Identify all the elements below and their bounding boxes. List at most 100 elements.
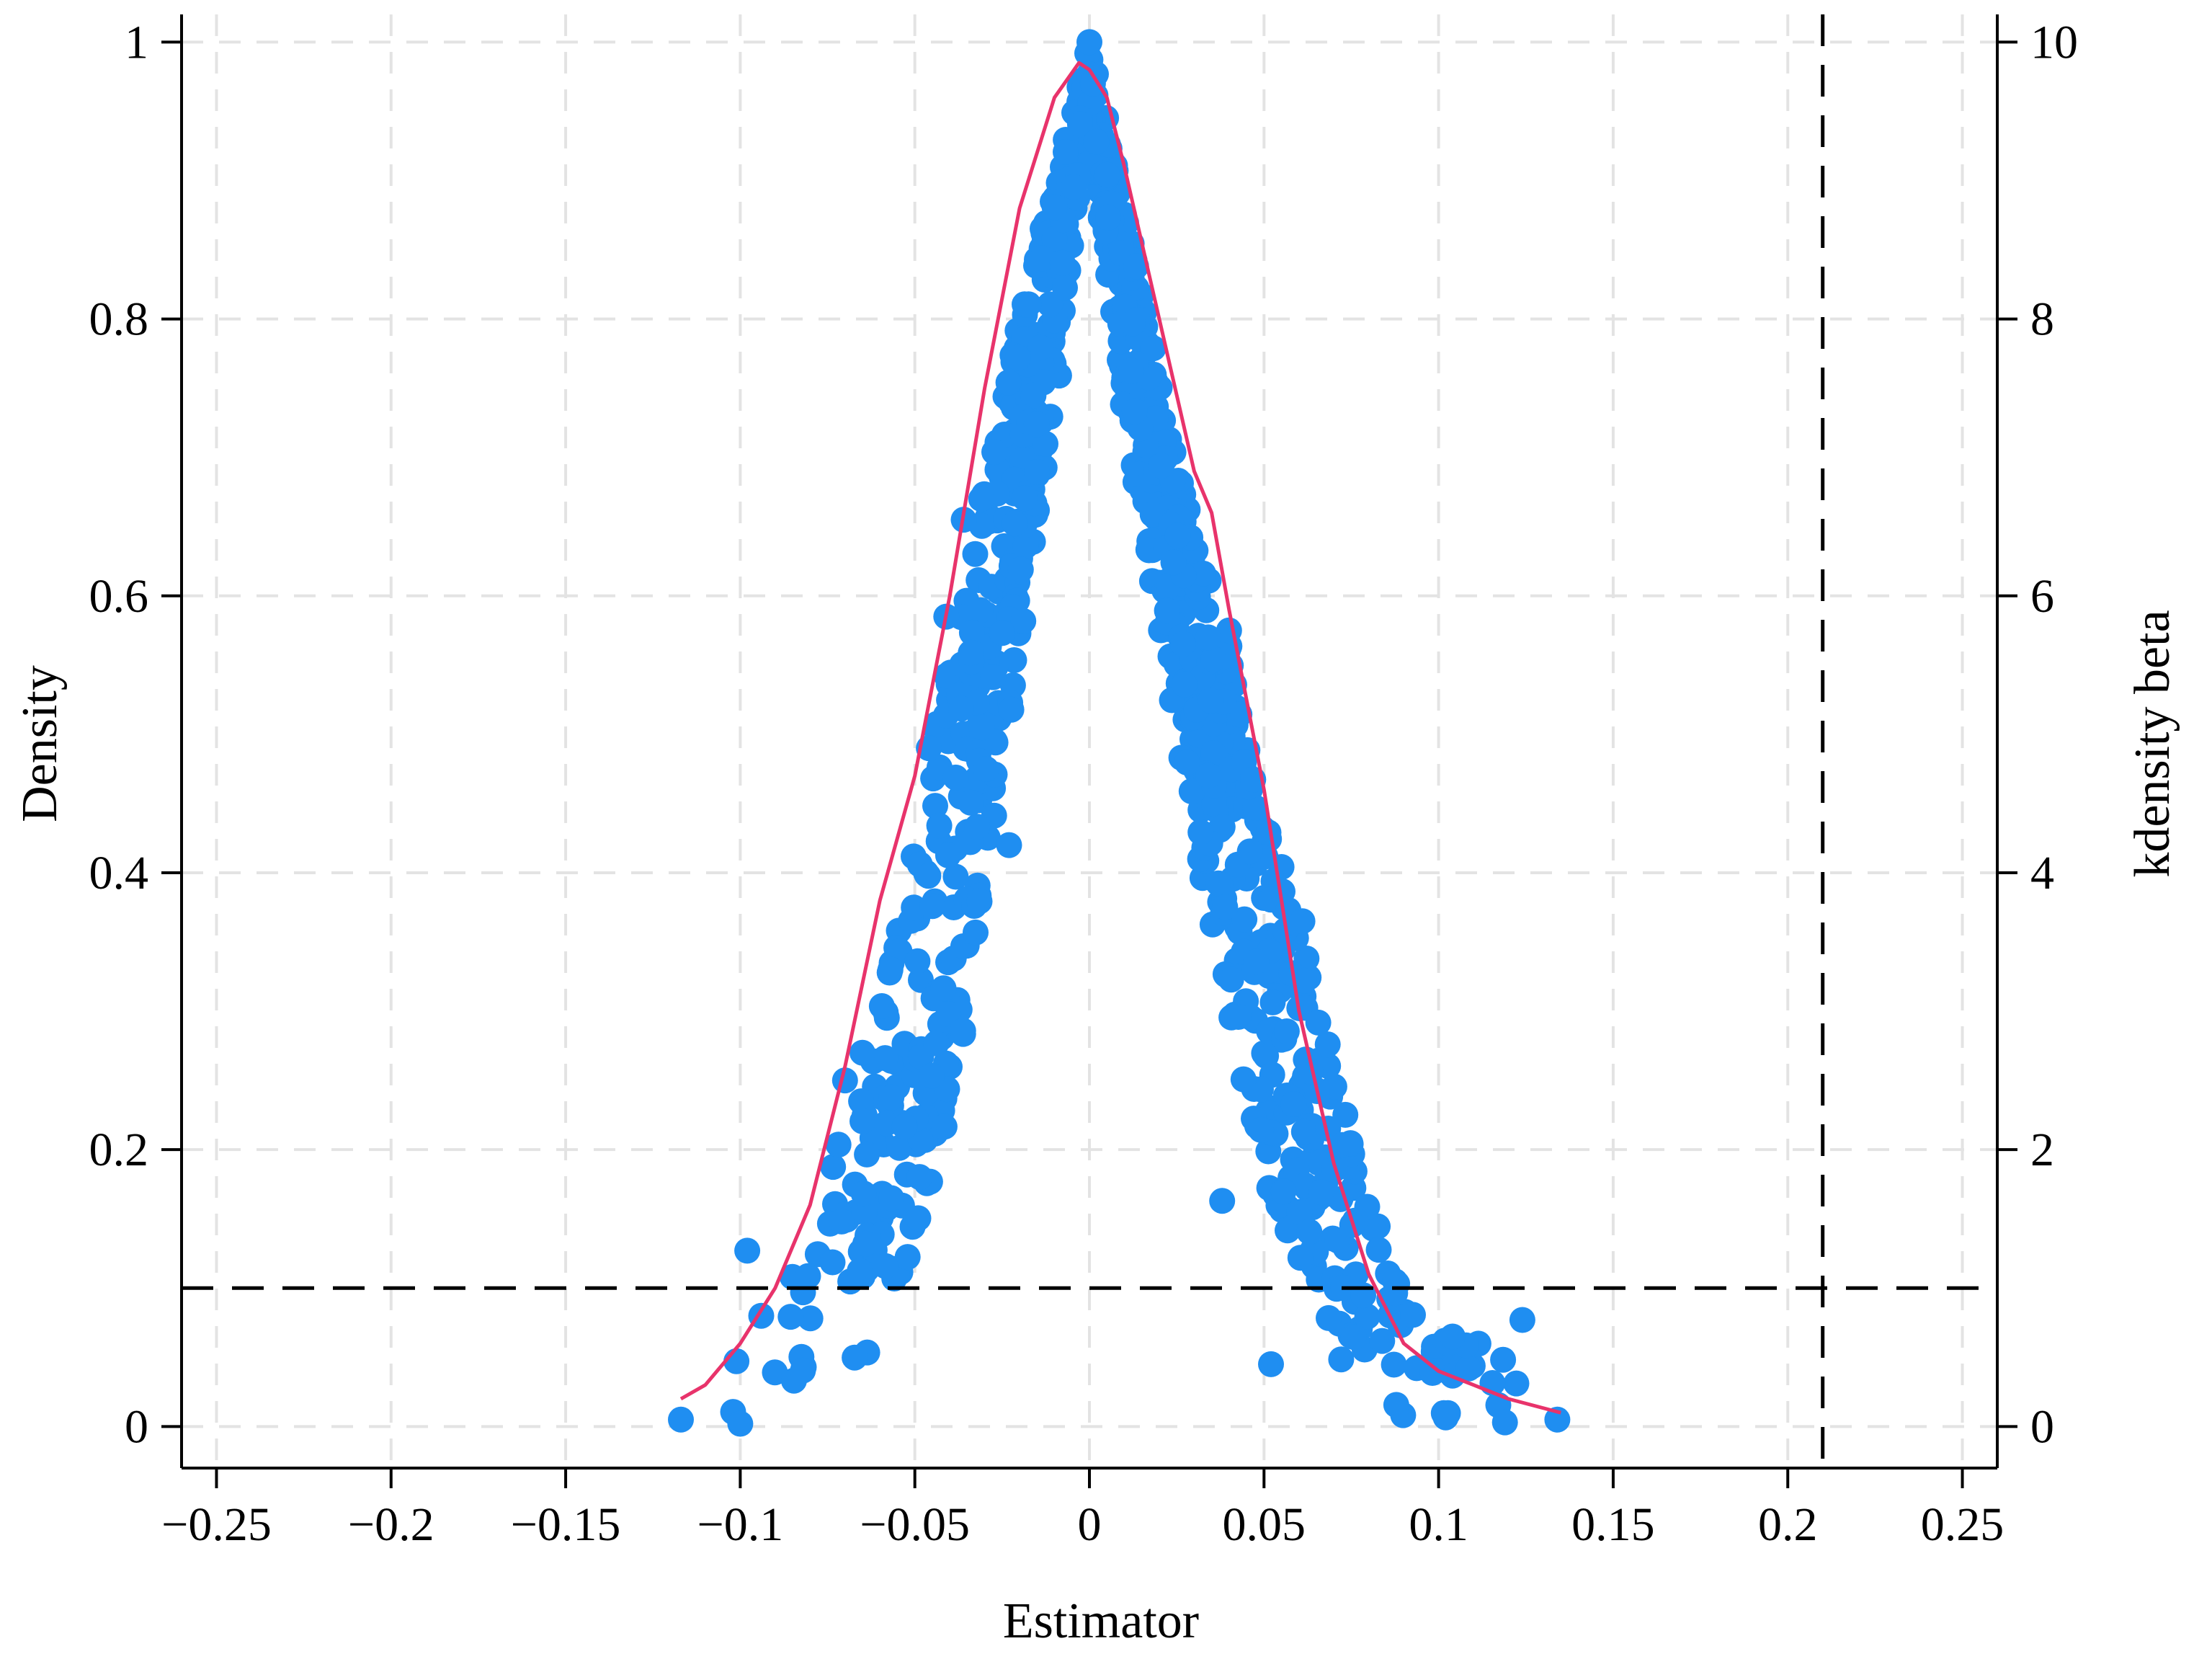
x-tick-label: −0.2 [348, 1498, 434, 1551]
scatter-point [1251, 1040, 1277, 1067]
scatter-point [848, 1088, 875, 1115]
scatter-point [926, 812, 953, 839]
scatter-point [1052, 275, 1078, 301]
scatter-point [923, 1030, 950, 1057]
density-curve [679, 61, 1561, 1415]
scatter-point [1259, 989, 1286, 1015]
scatter-point [1066, 111, 1093, 138]
y-tick-label: 0.4 [89, 847, 149, 899]
scatter-point [922, 793, 948, 819]
scatter-point [1148, 453, 1174, 479]
scatter-point [1270, 1178, 1297, 1205]
scatter-point [1061, 174, 1087, 200]
scatter-point [1273, 1018, 1300, 1044]
scatter-point [1212, 894, 1239, 920]
scatter-point [963, 919, 989, 946]
scatter-point [931, 1113, 958, 1140]
scatter-point [1337, 1130, 1364, 1157]
scatter-point [930, 975, 957, 1002]
scatter-point [829, 1208, 855, 1235]
scatter-point [942, 764, 969, 791]
scatter-point [1308, 1179, 1334, 1206]
scatter-point [905, 1205, 932, 1232]
scatter-point [1160, 549, 1187, 576]
scatter-point [851, 1199, 878, 1225]
scatter-point [797, 1305, 824, 1332]
scatter-point [825, 1131, 852, 1158]
x-tick-label: −0.1 [697, 1498, 784, 1551]
scatter-point [1430, 1400, 1457, 1426]
scatter-point [1079, 71, 1106, 97]
scatter-point [1419, 1360, 1446, 1386]
scatter-point [1205, 870, 1231, 897]
scatter-point [1171, 671, 1198, 698]
scatter-point [1218, 966, 1244, 993]
scatter-point [1296, 1219, 1323, 1245]
scatter-point [1010, 608, 1037, 634]
scatter-point [820, 1154, 847, 1181]
y2-tick-label: 8 [2030, 293, 2054, 346]
scatter-point [734, 1237, 761, 1264]
scatter-point [1209, 1188, 1236, 1214]
scatter-point [1503, 1370, 1530, 1397]
scatter-point [989, 620, 1015, 646]
y2-tick-label: 4 [2030, 847, 2054, 899]
scatter-point [1400, 1302, 1426, 1328]
x-tick-label: −0.05 [860, 1498, 970, 1551]
scatter-point [1369, 1328, 1396, 1354]
scatter-point [849, 1039, 875, 1066]
scatter-point [852, 1230, 878, 1257]
scatter-point [1243, 948, 1270, 975]
scatter-point [935, 842, 961, 868]
scatter-point [968, 714, 995, 741]
scatter-point [995, 369, 1022, 396]
scatter-point [1287, 1245, 1314, 1271]
scatter-point [1154, 597, 1180, 624]
scatter-point [1286, 1199, 1313, 1225]
scatter-point [1200, 740, 1226, 766]
y2-tick-label: 0 [2030, 1400, 2054, 1453]
y-tick-labels: 0 0.2 0.4 0.6 0.8 1 [89, 16, 149, 1453]
scatter-point [1195, 624, 1221, 651]
scatter-point [1200, 791, 1227, 817]
scatter-point [950, 1018, 976, 1044]
scatter-point [1123, 253, 1149, 280]
scatter-point [872, 1253, 898, 1279]
scatter-point [1198, 688, 1224, 714]
scatter-point [1255, 819, 1282, 846]
scatter-point [901, 894, 927, 921]
scatter-point [1037, 291, 1063, 318]
scatter-point [1242, 794, 1269, 821]
y2-tick-label: 2 [2030, 1124, 2054, 1176]
x-tick-label: 0.15 [1571, 1498, 1655, 1551]
axes [161, 14, 2017, 1488]
scatter-point [1023, 411, 1050, 437]
y2-tick-label: 10 [2030, 16, 2078, 68]
scatter-point [1297, 1059, 1324, 1085]
scatter-point [1289, 908, 1316, 935]
scatter-point [967, 597, 994, 623]
x-tick-label: 0.2 [1758, 1498, 1818, 1551]
scatter-point [1305, 1009, 1332, 1036]
y2-axis-title: kdensity beta [2125, 610, 2180, 877]
scatter-point [850, 1181, 877, 1207]
scatter-point [915, 863, 942, 889]
scatter-point [819, 1249, 846, 1276]
scatter-point [1033, 430, 1058, 457]
scatter-point [1095, 204, 1122, 231]
scatter-point [1195, 762, 1221, 789]
x-tick-label: 0.1 [1409, 1498, 1468, 1551]
scatter-point [1314, 1031, 1341, 1058]
scatter-point [1118, 357, 1145, 384]
scatter-point [894, 1244, 921, 1271]
scatter-point [1491, 1409, 1518, 1436]
scatter-point [1316, 1304, 1342, 1331]
scatter-point [1275, 1217, 1301, 1244]
scatter-point [996, 832, 1022, 858]
scatter-point [968, 486, 994, 512]
scatter-point [842, 1344, 868, 1371]
scatter-point [1015, 291, 1042, 318]
scatter-point [1120, 310, 1146, 337]
scatter-point [1041, 194, 1068, 221]
y-tick-label: 0 [125, 1400, 148, 1453]
